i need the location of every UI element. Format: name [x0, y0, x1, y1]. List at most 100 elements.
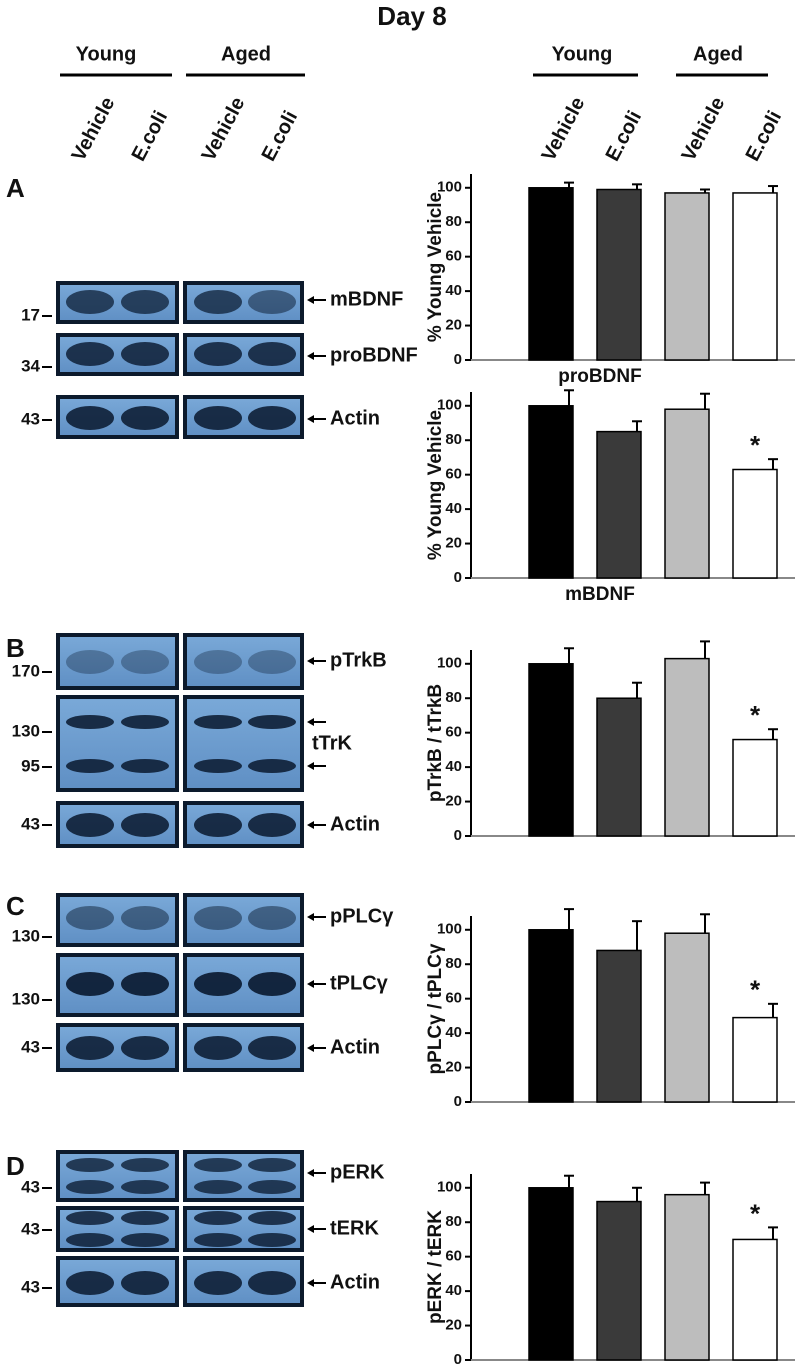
blot-frame	[183, 633, 304, 690]
y-tick-label: 80	[445, 431, 462, 448]
bar	[528, 1187, 574, 1361]
mw-marker: 130	[12, 989, 40, 1008]
y-tick-label: 20	[445, 535, 462, 552]
blot-band	[121, 342, 169, 366]
group-label: Young	[76, 43, 137, 65]
blot-band	[66, 1158, 114, 1172]
arrow-head	[307, 762, 314, 770]
band-label: pPLCγ	[330, 905, 394, 927]
band-label: pERK	[330, 1161, 385, 1183]
blot-band	[194, 1180, 242, 1194]
blot-band	[248, 1233, 296, 1247]
y-tick-label: 60	[445, 466, 462, 483]
significance-mark: *	[750, 1198, 761, 1228]
blot-band	[121, 1211, 169, 1225]
blot-band	[248, 1211, 296, 1225]
group-label: Aged	[693, 43, 743, 65]
y-tick-label: 100	[437, 921, 462, 938]
bar	[664, 657, 710, 837]
blot-band	[248, 1180, 296, 1194]
y-tick-label: 100	[437, 179, 462, 196]
blot-band	[248, 813, 296, 837]
blot-band	[121, 715, 169, 729]
x-axis-label: proBDNF	[558, 366, 641, 387]
arrow-head	[307, 296, 314, 304]
arrow-head	[307, 657, 314, 665]
mw-marker: 43	[21, 1177, 40, 1196]
bar	[732, 738, 778, 837]
condition-label: E.coli	[602, 107, 646, 164]
y-tick-label: 40	[445, 758, 462, 775]
arrow-head	[307, 1279, 314, 1287]
blot-band	[248, 759, 296, 773]
blot-band	[66, 342, 114, 366]
blot-frame	[56, 1150, 179, 1202]
arrow-head	[307, 1044, 314, 1052]
bar	[664, 932, 710, 1103]
blot-band	[194, 342, 242, 366]
y-tick-label: 80	[445, 1213, 462, 1230]
blot-band	[66, 715, 114, 729]
blot-frame	[56, 633, 179, 690]
mw-marker: 43	[21, 814, 40, 833]
bar	[664, 192, 710, 361]
blot-band	[194, 1271, 242, 1295]
bar	[732, 192, 778, 361]
band-label: Actin	[330, 1271, 380, 1293]
blot-frame	[183, 695, 304, 792]
bar	[664, 408, 710, 579]
band-label: proBDNF	[330, 344, 418, 366]
mw-marker: 17	[21, 305, 40, 324]
bar	[732, 468, 778, 579]
blot-band	[121, 650, 169, 674]
significance-mark: *	[750, 975, 761, 1005]
condition-label: Vehicle	[198, 94, 250, 165]
arrow-head	[307, 913, 314, 921]
mw-marker: 43	[21, 409, 40, 428]
y-axis-label: % Young Vehicle	[425, 410, 446, 560]
y-tick-label: 20	[445, 1317, 462, 1334]
condition-label: E.coli	[742, 107, 786, 164]
significance-mark: *	[750, 700, 761, 730]
blot-band	[194, 406, 242, 430]
blot-band	[248, 906, 296, 930]
blot-band	[66, 759, 114, 773]
y-axis-label: % Young Vehicle	[425, 192, 446, 342]
blot-band	[66, 1211, 114, 1225]
y-tick-label: 40	[445, 282, 462, 299]
arrow-head	[307, 1169, 314, 1177]
y-axis-label: pERK / tERK	[425, 1210, 446, 1324]
blot-band	[121, 906, 169, 930]
band-label: Actin	[330, 1036, 380, 1058]
bar	[528, 929, 574, 1103]
bar	[528, 187, 574, 361]
group-label: Aged	[221, 43, 271, 65]
band-label: Actin	[330, 813, 380, 835]
arrow-head	[307, 415, 314, 423]
y-tick-label: 80	[445, 689, 462, 706]
blot-band	[66, 813, 114, 837]
y-tick-label: 60	[445, 1248, 462, 1265]
blot-band	[121, 813, 169, 837]
blot-band	[66, 906, 114, 930]
group-label: Young	[552, 43, 613, 65]
blot-band	[121, 290, 169, 314]
blot-band	[194, 1211, 242, 1225]
y-tick-label: 0	[454, 569, 462, 586]
blot-band	[121, 1036, 169, 1060]
panel-letter: C	[6, 891, 25, 921]
blot-band	[248, 1158, 296, 1172]
bar	[732, 1238, 778, 1361]
y-tick-label: 80	[445, 955, 462, 972]
blot-frame	[56, 395, 179, 439]
mw-marker: 43	[21, 1037, 40, 1056]
blot-band	[248, 715, 296, 729]
significance-mark: *	[750, 430, 761, 460]
mw-marker: 170	[12, 661, 40, 680]
panel-letter: D	[6, 1151, 25, 1181]
y-tick-label: 100	[437, 397, 462, 414]
band-label: Actin	[330, 407, 380, 429]
bar	[528, 405, 574, 579]
